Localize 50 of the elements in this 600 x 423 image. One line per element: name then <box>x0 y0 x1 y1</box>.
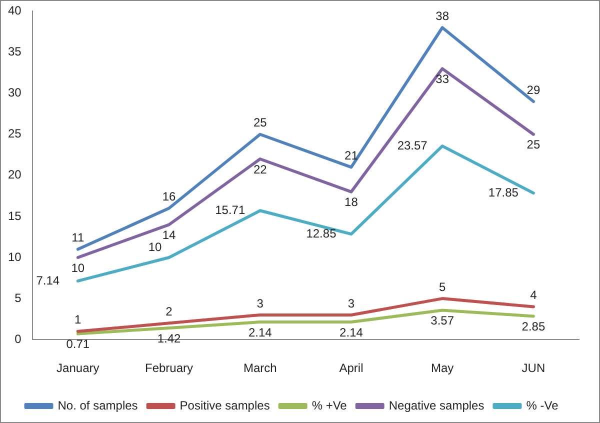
data-label: 1.42 <box>157 331 182 346</box>
y-tick-label: 40 <box>8 4 22 18</box>
data-label: 1 <box>74 312 82 327</box>
data-label: 14 <box>162 228 176 242</box>
data-label: 0.71 <box>66 337 90 352</box>
data-label: 23.57 <box>397 138 428 152</box>
data-label: 15.71 <box>215 202 246 217</box>
data-label: 33 <box>436 72 450 86</box>
data-label: 38 <box>436 8 450 23</box>
data-label: 2.14 <box>340 325 364 340</box>
y-tick-label: 25 <box>8 126 22 141</box>
data-label: 3 <box>256 296 264 310</box>
data-label: 25 <box>526 138 540 152</box>
y-tick-label: 10 <box>8 250 22 264</box>
data-label: 2.14 <box>248 325 272 340</box>
x-tick-label: May <box>431 361 454 376</box>
data-label: 2.85 <box>522 320 546 334</box>
data-label: 11 <box>72 230 84 245</box>
data-label: 17.85 <box>488 185 519 200</box>
data-label: 2 <box>166 304 173 318</box>
x-tick-label: January <box>56 361 100 376</box>
data-label: 21 <box>344 148 358 163</box>
y-tick-label: 0 <box>14 332 22 346</box>
data-label: 3.57 <box>430 314 454 328</box>
legend-label: Positive samples <box>180 398 270 412</box>
y-tick-label: 35 <box>8 44 22 59</box>
data-label: 22 <box>253 162 268 176</box>
data-label: 7.14 <box>36 273 60 288</box>
legend-label: % +Ve <box>312 398 348 412</box>
y-tick-label: 5 <box>14 290 22 305</box>
data-label: 3 <box>348 296 355 310</box>
data-label: 4 <box>530 288 538 302</box>
data-label: 10 <box>71 260 85 275</box>
data-label: 16 <box>162 190 176 204</box>
data-label: 12.85 <box>306 226 337 240</box>
data-label: 29 <box>526 82 540 97</box>
x-tick-label: February <box>144 361 194 376</box>
y-tick-label: 20 <box>8 168 22 182</box>
data-label: 18 <box>344 195 358 210</box>
y-tick-label: 30 <box>8 86 22 100</box>
x-tick-label: JUN <box>522 361 546 376</box>
x-tick-label: March <box>243 361 277 376</box>
data-label: 10 <box>148 240 162 254</box>
legend-label: Negative samples <box>388 398 484 412</box>
data-label: 5 <box>438 280 446 294</box>
y-tick-label: 15 <box>8 208 22 223</box>
legend-label: No. of samples <box>58 398 138 412</box>
data-label: 25 <box>253 116 268 130</box>
legend-label: % -Ve <box>526 398 559 412</box>
x-tick-label: April <box>339 361 364 376</box>
